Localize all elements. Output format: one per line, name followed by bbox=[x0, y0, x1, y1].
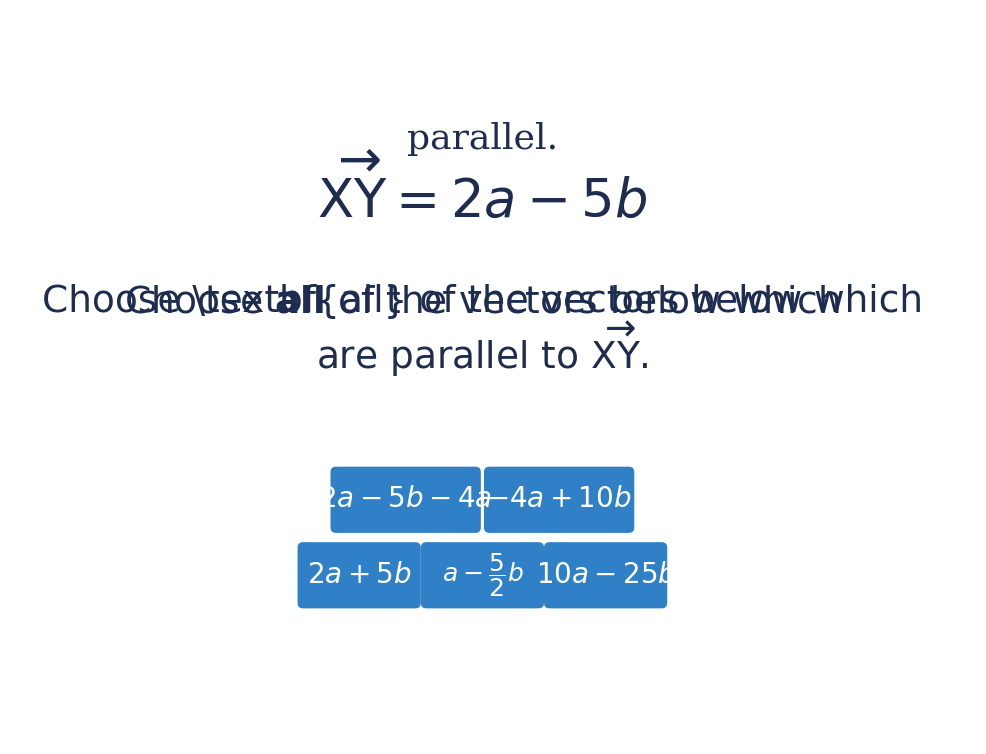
Text: Choose $\mathbf{all}$ of the vectors below which: Choose $\mathbf{all}$ of the vectors bel… bbox=[124, 284, 840, 320]
Text: are parallel to $\overrightarrow{\mathsf{XY}}$.: are parallel to $\overrightarrow{\mathsf… bbox=[316, 319, 649, 379]
FancyBboxPatch shape bbox=[544, 542, 668, 608]
Text: parallel.: parallel. bbox=[407, 122, 558, 156]
Text: Choose \textbf{all} of the vectors below which: Choose \textbf{all} of the vectors below… bbox=[41, 284, 923, 320]
Text: $-4\mathit{a}+10\mathit{b}$: $-4\mathit{a}+10\mathit{b}$ bbox=[486, 486, 632, 513]
Text: $\overrightarrow{\mathsf{XY}} = 2\mathit{a} - 5\mathit{b}$: $\overrightarrow{\mathsf{XY}} = 2\mathit… bbox=[317, 156, 648, 228]
Text: $10\mathit{a}-25\mathit{b}$: $10\mathit{a}-25\mathit{b}$ bbox=[535, 562, 675, 589]
FancyBboxPatch shape bbox=[330, 467, 481, 533]
FancyBboxPatch shape bbox=[298, 542, 421, 608]
Text: $\mathit{a}-\dfrac{5}{2}\mathit{b}$: $\mathit{a}-\dfrac{5}{2}\mathit{b}$ bbox=[442, 551, 524, 599]
Text: $2\mathit{a}-5\mathit{b}-4\mathit{a}$: $2\mathit{a}-5\mathit{b}-4\mathit{a}$ bbox=[319, 486, 492, 513]
FancyBboxPatch shape bbox=[484, 467, 634, 533]
FancyBboxPatch shape bbox=[421, 542, 544, 608]
Text: $2\mathit{a}+5\mathit{b}$: $2\mathit{a}+5\mathit{b}$ bbox=[307, 562, 411, 589]
